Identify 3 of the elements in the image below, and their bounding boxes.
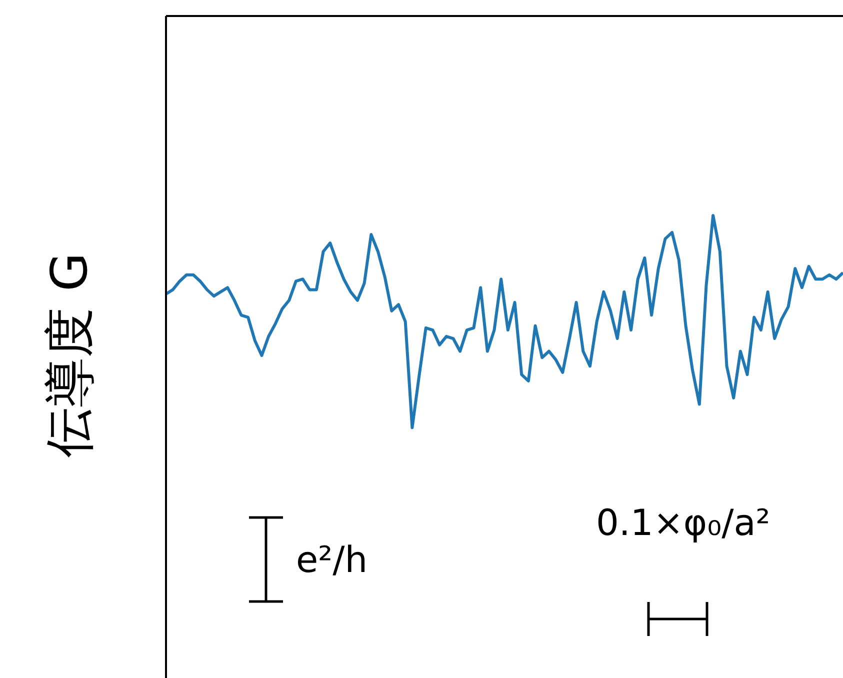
text: 0.1×φ₀/a²: [596, 503, 770, 544]
y-axis-title: 伝導度 G: [40, 252, 100, 458]
text: e²/h: [296, 540, 368, 581]
